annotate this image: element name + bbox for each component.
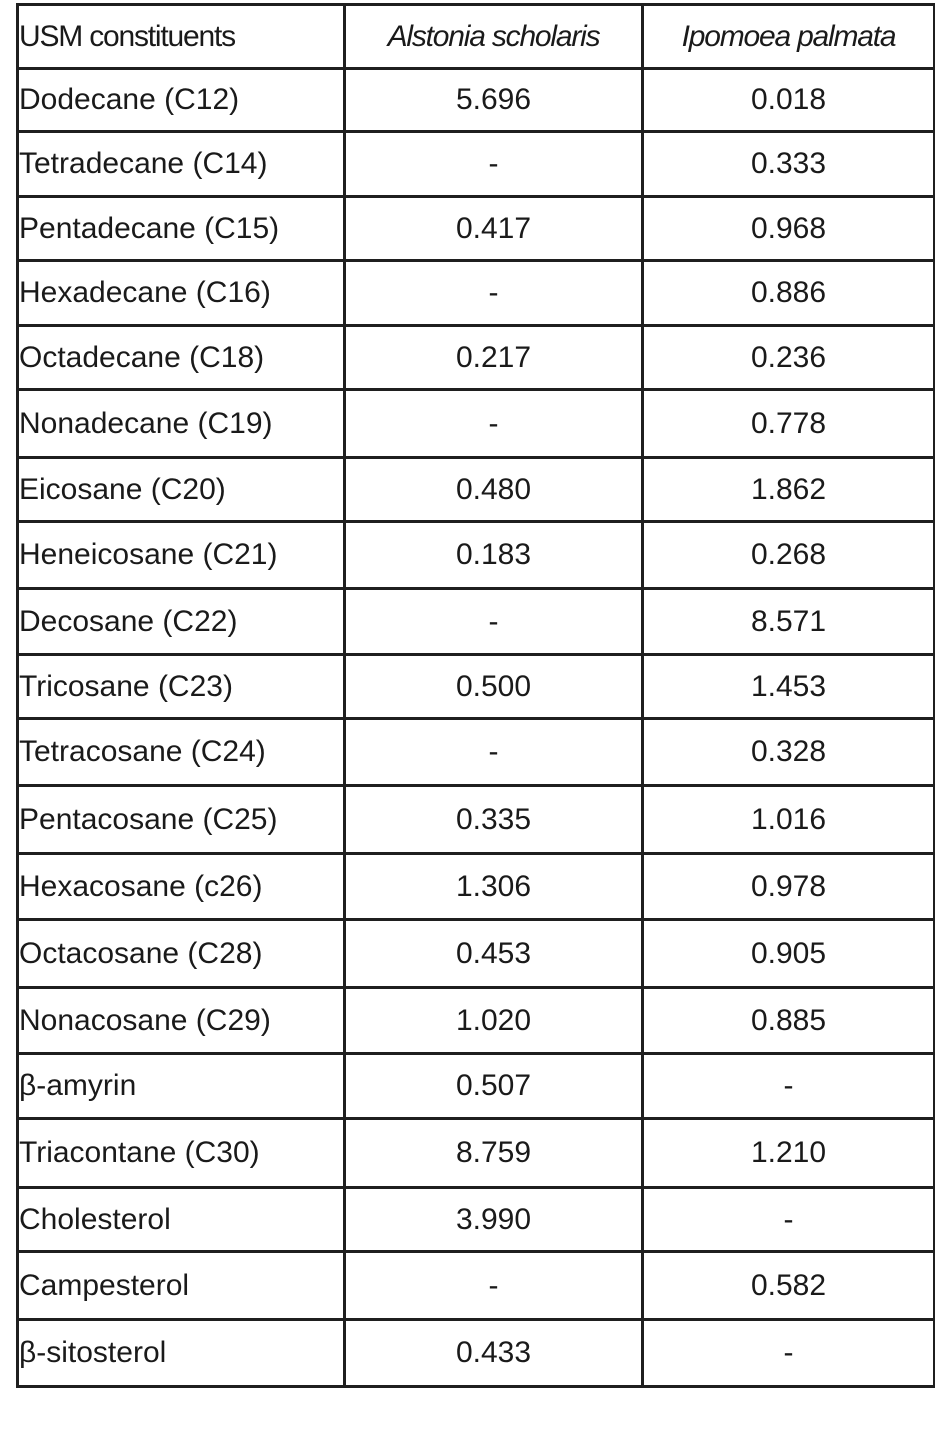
table-row: Hexadecane (C16) - 0.886	[16, 259, 935, 327]
alstonia-value: -	[343, 259, 644, 327]
table-row: Dodecane (C12) 5.696 0.018	[16, 67, 935, 133]
constituent-name: Dodecane (C12)	[16, 67, 346, 133]
ipomoea-value: 0.268	[641, 520, 935, 590]
ipomoea-value: 0.978	[641, 852, 935, 921]
column-header-alstonia-scholaris: Alstonia scholaris	[343, 3, 644, 70]
table-row: Heneicosane (C21) 0.183 0.268	[16, 520, 935, 590]
ipomoea-value: 1.016	[641, 784, 935, 855]
ipomoea-value: 0.333	[641, 130, 935, 198]
table-row: Pentacosane (C25) 0.335 1.016	[16, 784, 935, 855]
table-row: Campesterol - 0.582	[16, 1250, 935, 1321]
constituent-name: Triacontane (C30)	[16, 1117, 346, 1189]
alstonia-value: 1.020	[343, 986, 644, 1055]
alstonia-value: 0.217	[343, 324, 644, 391]
constituent-name: Hexadecane (C16)	[16, 259, 346, 327]
ipomoea-value: -	[641, 1318, 935, 1388]
constituent-name: Tetracosane (C24)	[16, 717, 346, 787]
constituent-name: Cholesterol	[16, 1186, 346, 1253]
alstonia-value: -	[343, 388, 644, 459]
alstonia-value: 0.183	[343, 520, 644, 590]
table-row: Tetradecane (C14) - 0.333	[16, 130, 935, 198]
ipomoea-value: 0.886	[641, 259, 935, 327]
table-row: β-amyrin 0.507 -	[16, 1052, 935, 1120]
constituent-name: Campesterol	[16, 1250, 346, 1321]
alstonia-value: 3.990	[343, 1186, 644, 1253]
constituent-name: Heneicosane (C21)	[16, 520, 346, 590]
alstonia-value: 0.507	[343, 1052, 644, 1120]
constituent-name: Tricosane (C23)	[16, 653, 346, 720]
ipomoea-value: 1.453	[641, 653, 935, 720]
table-row: Hexacosane (c26) 1.306 0.978	[16, 852, 935, 921]
table-row: Octacosane (C28) 0.453 0.905	[16, 918, 935, 989]
constituent-name: Eicosane (C20)	[16, 456, 346, 523]
alstonia-value: 0.433	[343, 1318, 644, 1388]
alstonia-value: 0.480	[343, 456, 644, 523]
alstonia-value: -	[343, 587, 644, 656]
table-row: Nonadecane (C19) - 0.778	[16, 388, 935, 459]
ipomoea-value: 0.968	[641, 195, 935, 262]
constituent-name: Tetradecane (C14)	[16, 130, 346, 198]
column-header-constituents: USM constituents	[16, 3, 346, 70]
constituent-name: Decosane (C22)	[16, 587, 346, 656]
table-row: β-sitosterol 0.433 -	[16, 1318, 935, 1388]
constituents-table-container: USM constituents Alstonia scholaris Ipom…	[16, 3, 935, 1388]
alstonia-value: 0.453	[343, 918, 644, 989]
alstonia-value: 0.500	[343, 653, 644, 720]
table-header-row: USM constituents Alstonia scholaris Ipom…	[16, 3, 935, 70]
ipomoea-value: 1.862	[641, 456, 935, 523]
ipomoea-value: 0.905	[641, 918, 935, 989]
constituent-name: β-amyrin	[16, 1052, 346, 1120]
alstonia-value: 1.306	[343, 852, 644, 921]
constituent-name: Nonadecane (C19)	[16, 388, 346, 459]
table-row: Decosane (C22) - 8.571	[16, 587, 935, 656]
alstonia-value: 5.696	[343, 67, 644, 133]
table-row: Triacontane (C30) 8.759 1.210	[16, 1117, 935, 1189]
table-row: Tricosane (C23) 0.500 1.453	[16, 653, 935, 720]
column-header-ipomoea-palmata: Ipomoea palmata	[641, 3, 935, 70]
alstonia-value: -	[343, 130, 644, 198]
alstonia-value: 8.759	[343, 1117, 644, 1189]
table-row: Eicosane (C20) 0.480 1.862	[16, 456, 935, 523]
table-row: Octadecane (C18) 0.217 0.236	[16, 324, 935, 391]
alstonia-value: 0.417	[343, 195, 644, 262]
constituent-name: Pentadecane (C15)	[16, 195, 346, 262]
table-row: Cholesterol 3.990 -	[16, 1186, 935, 1253]
ipomoea-value: 1.210	[641, 1117, 935, 1189]
table-row: Pentadecane (C15) 0.417 0.968	[16, 195, 935, 262]
ipomoea-value: 0.328	[641, 717, 935, 787]
ipomoea-value: 8.571	[641, 587, 935, 656]
ipomoea-value: 0.885	[641, 986, 935, 1055]
ipomoea-value: 0.236	[641, 324, 935, 391]
constituent-name: Octacosane (C28)	[16, 918, 346, 989]
constituent-name: Nonacosane (C29)	[16, 986, 346, 1055]
ipomoea-value: 0.778	[641, 388, 935, 459]
ipomoea-value: 0.582	[641, 1250, 935, 1321]
constituent-name: β-sitosterol	[16, 1318, 346, 1388]
ipomoea-value: -	[641, 1052, 935, 1120]
ipomoea-value: -	[641, 1186, 935, 1253]
constituent-name: Octadecane (C18)	[16, 324, 346, 391]
alstonia-value: -	[343, 717, 644, 787]
constituents-table: USM constituents Alstonia scholaris Ipom…	[16, 3, 935, 1388]
alstonia-value: -	[343, 1250, 644, 1321]
table-row: Nonacosane (C29) 1.020 0.885	[16, 986, 935, 1055]
constituent-name: Hexacosane (c26)	[16, 852, 346, 921]
alstonia-value: 0.335	[343, 784, 644, 855]
ipomoea-value: 0.018	[641, 67, 935, 133]
table-row: Tetracosane (C24) - 0.328	[16, 717, 935, 787]
constituent-name: Pentacosane (C25)	[16, 784, 346, 855]
